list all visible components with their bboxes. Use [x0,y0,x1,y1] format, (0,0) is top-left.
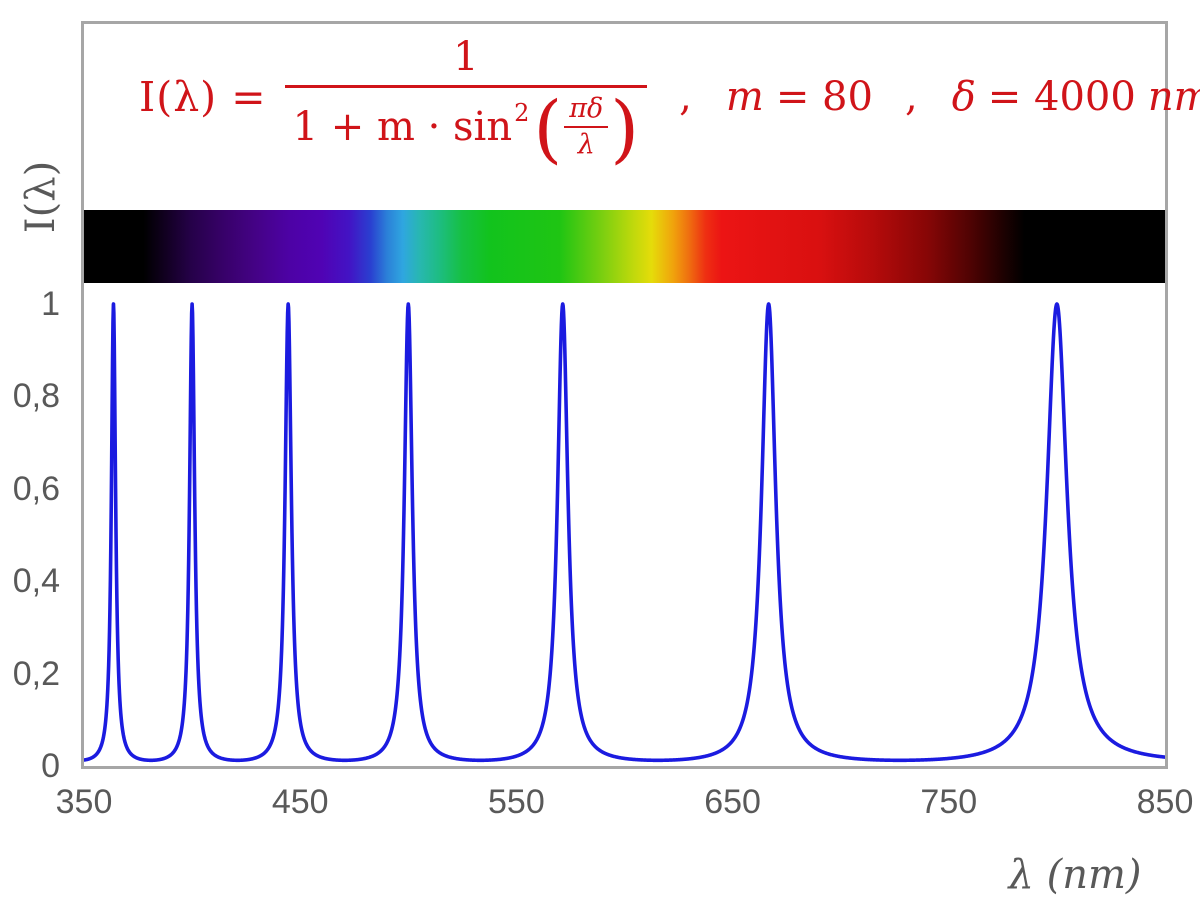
formula-fraction: 1 1 + m · sin 2 ( πδ λ ) [284,33,648,166]
denominator-text: 1 + m · sin [292,103,513,150]
fraction-numerator: 1 [453,33,479,80]
y-tick-label: 0,8 [12,377,60,416]
formula-lhs: I(λ) = [139,72,267,121]
y-axis-title: I(λ) [18,160,64,234]
x-tick-label: 750 [920,783,978,821]
y-tick-label: 0,6 [12,469,60,508]
formula-comma-1: , [679,73,692,120]
param-m: m = 80 [726,74,873,120]
intensity-curve-line [84,302,1165,763]
param-delta-value: = 4000 [987,73,1136,120]
y-tick-label: 0 [41,747,60,785]
x-tick-label: 450 [271,783,329,821]
x-tick-label: 350 [55,783,113,821]
plot-frame: I(λ) = 1 1 + m · sin 2 ( πδ λ ) , m = 80 … [81,21,1200,769]
inner-fraction: πδ λ [564,94,609,160]
param-delta-unit: nm [1147,73,1200,120]
x-tick-label: 850 [1136,783,1194,821]
param-delta: δ = 4000 nm [952,74,1200,120]
x-tick-label: 550 [488,783,545,821]
intensity-curve-plot [84,302,1165,763]
visible-spectrum-bar [84,210,1165,283]
formula-comma-2: , [904,73,918,120]
y-tick-label: 0,2 [12,654,60,693]
param-m-variable: m [725,73,764,120]
param-m-value: = 80 [775,73,873,120]
y-tick-label: 0,4 [12,562,60,601]
fraction-denominator: 1 + m · sin 2 ( πδ λ ) [284,84,648,166]
param-delta-variable: δ [951,73,976,120]
x-axis-title: λ (nm) [1008,852,1142,898]
formula: I(λ) = 1 1 + m · sin 2 ( πδ λ ) , m = 80 … [139,24,1200,169]
x-tick-label: 650 [704,783,761,821]
y-tick-label: 1 [41,285,60,323]
inner-numerator: πδ [564,94,609,128]
inner-denominator: λ [577,128,595,160]
